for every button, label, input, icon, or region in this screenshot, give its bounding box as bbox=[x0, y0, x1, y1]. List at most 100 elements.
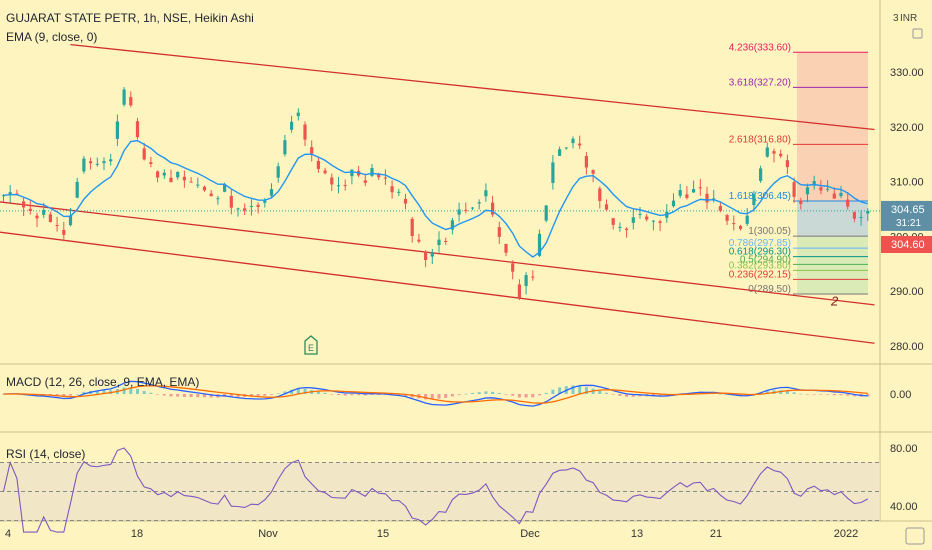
candle-body[interactable] bbox=[678, 190, 682, 196]
candle-body[interactable] bbox=[403, 198, 408, 204]
candle-body[interactable] bbox=[276, 166, 280, 178]
candle-body[interactable] bbox=[149, 162, 153, 165]
candle-body[interactable] bbox=[323, 170, 327, 174]
candle-body[interactable] bbox=[772, 151, 776, 154]
candle-body[interactable] bbox=[799, 200, 803, 204]
candle-body[interactable] bbox=[745, 215, 749, 224]
candle-body[interactable] bbox=[370, 168, 374, 176]
candle-body[interactable] bbox=[62, 229, 66, 235]
candle-body[interactable] bbox=[819, 187, 823, 191]
candle-body[interactable] bbox=[28, 208, 32, 212]
candle-body[interactable] bbox=[263, 200, 267, 203]
candle-body[interactable] bbox=[558, 149, 562, 156]
channel-line[interactable] bbox=[0, 231, 875, 344]
candle-body[interactable] bbox=[430, 252, 434, 257]
candle-body[interactable] bbox=[176, 171, 180, 178]
candle-body[interactable] bbox=[692, 189, 696, 193]
candle-body[interactable] bbox=[591, 170, 595, 174]
candle-body[interactable] bbox=[68, 215, 73, 226]
candle-body[interactable] bbox=[89, 161, 93, 164]
candle-body[interactable] bbox=[229, 195, 233, 208]
candle-body[interactable] bbox=[48, 214, 52, 222]
candle-body[interactable] bbox=[283, 140, 287, 155]
candle-body[interactable] bbox=[75, 181, 79, 198]
candle-body[interactable] bbox=[584, 156, 588, 168]
candle-body[interactable] bbox=[55, 224, 59, 227]
candle-body[interactable] bbox=[544, 205, 548, 221]
candle-body[interactable] bbox=[236, 208, 240, 210]
candle-body[interactable] bbox=[604, 204, 609, 210]
candle-body[interactable] bbox=[484, 190, 488, 197]
candle-body[interactable] bbox=[491, 202, 495, 215]
candle-body[interactable] bbox=[759, 168, 763, 181]
candle-body[interactable] bbox=[8, 192, 12, 195]
candle-body[interactable] bbox=[497, 227, 501, 237]
candle-body[interactable] bbox=[122, 89, 126, 105]
candle-body[interactable] bbox=[618, 226, 622, 228]
candle-body[interactable] bbox=[611, 218, 615, 225]
candle-body[interactable] bbox=[209, 193, 213, 197]
candle-body[interactable] bbox=[839, 192, 843, 197]
candle-body[interactable] bbox=[336, 185, 341, 187]
candle-body[interactable] bbox=[504, 243, 508, 253]
candle-body[interactable] bbox=[35, 215, 39, 219]
channel-line[interactable] bbox=[70, 43, 875, 131]
candle-body[interactable] bbox=[216, 198, 220, 200]
candle-body[interactable] bbox=[651, 220, 655, 222]
candle-body[interactable] bbox=[638, 213, 642, 215]
candle-body[interactable] bbox=[812, 181, 816, 186]
candle-body[interactable] bbox=[196, 184, 200, 186]
earnings-marker-shape[interactable] bbox=[304, 335, 318, 355]
candle-body[interactable] bbox=[303, 124, 307, 140]
candle-body[interactable] bbox=[156, 171, 160, 178]
candle-body[interactable] bbox=[645, 216, 649, 220]
candle-body[interactable] bbox=[269, 189, 274, 196]
candle-body[interactable] bbox=[82, 158, 86, 172]
candle-body[interactable] bbox=[477, 202, 481, 204]
candle-body[interactable] bbox=[1, 195, 6, 197]
candle-body[interactable] bbox=[470, 207, 475, 209]
candle-body[interactable] bbox=[397, 191, 401, 193]
candle-body[interactable] bbox=[129, 97, 133, 106]
candle-body[interactable] bbox=[296, 112, 300, 117]
candle-body[interactable] bbox=[564, 147, 568, 149]
candle-body[interactable] bbox=[182, 176, 186, 181]
earnings-marker[interactable]: E bbox=[304, 335, 318, 355]
candle-body[interactable] bbox=[142, 148, 146, 160]
candle-body[interactable] bbox=[223, 184, 227, 192]
ema-legend[interactable]: EMA (9, close, 0) bbox=[6, 30, 98, 44]
candle-body[interactable] bbox=[424, 251, 428, 260]
candle-body[interactable] bbox=[457, 209, 461, 215]
candle-body[interactable] bbox=[531, 276, 535, 278]
candle-body[interactable] bbox=[578, 143, 582, 146]
candle-body[interactable] bbox=[135, 121, 140, 138]
symbol-title[interactable]: GUJARAT STATE PETR, 1h, NSE, Heikin Ashi bbox=[6, 11, 254, 25]
candle-body[interactable] bbox=[350, 169, 354, 177]
candle-body[interactable] bbox=[524, 275, 528, 287]
candle-body[interactable] bbox=[517, 284, 521, 298]
candle-body[interactable] bbox=[383, 177, 387, 179]
candle-body[interactable] bbox=[95, 163, 99, 165]
candle-body[interactable] bbox=[752, 194, 756, 206]
candle-body[interactable] bbox=[671, 200, 676, 207]
candle-body[interactable] bbox=[698, 187, 702, 189]
candle-body[interactable] bbox=[189, 181, 193, 183]
candle-body[interactable] bbox=[42, 209, 46, 215]
candle-body[interactable] bbox=[866, 210, 870, 214]
candle-body[interactable] bbox=[779, 153, 783, 157]
candle-body[interactable] bbox=[738, 225, 743, 229]
candle-body[interactable] bbox=[450, 220, 454, 230]
candle-body[interactable] bbox=[316, 160, 320, 169]
candle-body[interactable] bbox=[846, 199, 850, 207]
candle-body[interactable] bbox=[792, 182, 796, 197]
candle-body[interactable] bbox=[826, 188, 830, 190]
settings-icon[interactable] bbox=[912, 28, 923, 39]
candle-body[interactable] bbox=[22, 201, 26, 208]
candle-body[interactable] bbox=[658, 221, 662, 224]
candle-body[interactable] bbox=[377, 174, 381, 178]
candle-body[interactable] bbox=[169, 177, 173, 183]
candle-body[interactable] bbox=[537, 233, 542, 256]
candle-body[interactable] bbox=[115, 121, 119, 139]
candle-body[interactable] bbox=[859, 216, 863, 218]
candle-body[interactable] bbox=[625, 228, 629, 230]
